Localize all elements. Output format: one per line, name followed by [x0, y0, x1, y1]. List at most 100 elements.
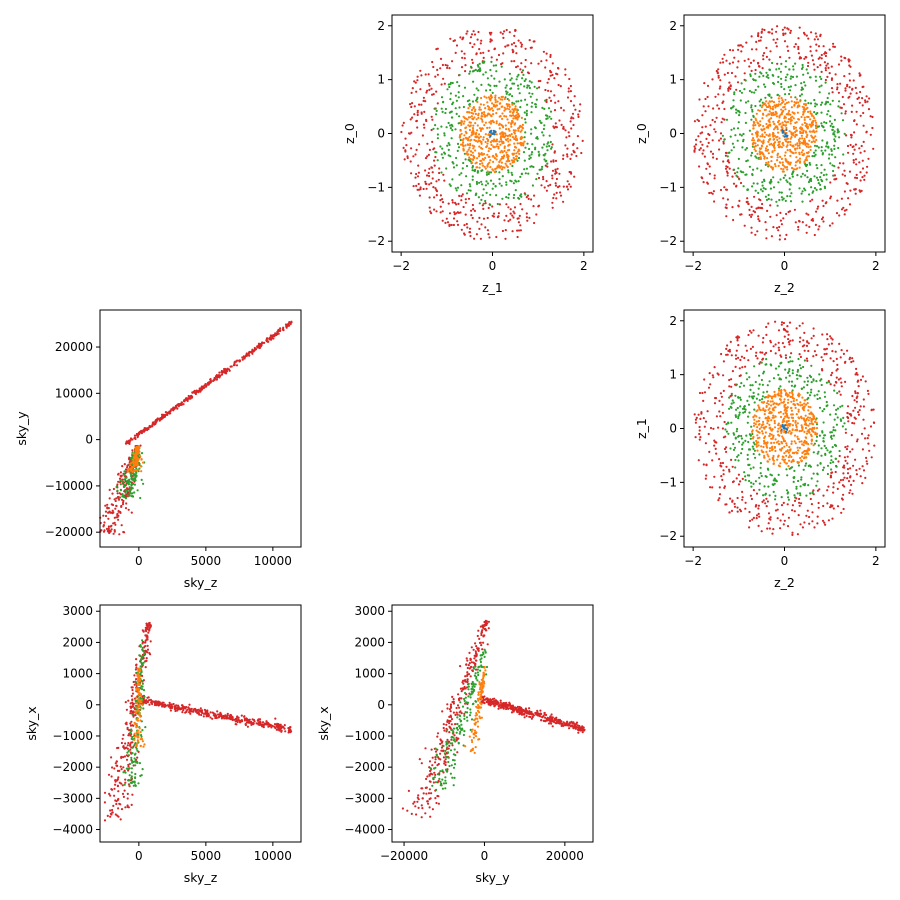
scatter-point — [849, 92, 852, 95]
scatter-point — [718, 458, 721, 461]
scatter-point — [839, 393, 842, 396]
scatter-point — [519, 130, 522, 133]
scatter-point — [858, 101, 861, 104]
scatter-point — [772, 490, 775, 493]
scatter-point — [820, 101, 824, 104]
scatter-point — [840, 112, 843, 115]
scatter-point — [505, 84, 508, 87]
scatter-point — [498, 171, 501, 174]
scatter-point — [776, 128, 779, 131]
scatter-point — [757, 61, 760, 64]
scatter-point — [719, 79, 722, 82]
scatter-point — [146, 428, 149, 432]
scatter-point — [785, 179, 788, 182]
scatter-point — [847, 151, 850, 154]
scatter-point — [768, 110, 771, 113]
scatter-point — [551, 174, 554, 177]
scatter-point — [839, 377, 842, 380]
scatter-point — [414, 153, 417, 156]
scatter-point — [781, 129, 784, 132]
scatter-point — [774, 395, 777, 398]
scatter-point — [863, 427, 866, 430]
scatter-point — [741, 366, 744, 369]
scatter-point — [816, 38, 820, 41]
scatter-point — [794, 168, 798, 171]
scatter-point — [832, 429, 835, 432]
scatter-point — [711, 459, 714, 462]
scatter-point — [409, 160, 412, 163]
scatter-point — [776, 508, 779, 511]
scatter-point — [777, 131, 780, 134]
scatter-point — [777, 411, 781, 414]
scatter-point — [489, 84, 492, 87]
scatter-point — [486, 126, 489, 129]
scatter-point — [755, 119, 758, 122]
scatter-point — [504, 162, 507, 165]
scatter-point — [428, 167, 431, 170]
scatter-point — [758, 362, 761, 365]
x-tick-label: −2 — [392, 259, 410, 273]
scatter-point — [476, 100, 479, 104]
scatter-point — [724, 154, 728, 157]
scatter-point — [468, 103, 471, 106]
scatter-point — [792, 480, 795, 483]
scatter-point — [765, 71, 768, 74]
scatter-point — [473, 209, 476, 212]
scatter-point — [777, 75, 780, 78]
scatter-point — [748, 395, 751, 398]
scatter-point — [790, 455, 793, 458]
scatter-point — [757, 524, 760, 528]
scatter-point — [520, 195, 523, 198]
scatter-point — [803, 121, 807, 124]
scatter-point — [774, 320, 777, 323]
scatter-point — [799, 456, 802, 460]
scatter-point — [697, 459, 700, 462]
scatter-point — [549, 55, 552, 59]
scatter-point — [852, 79, 855, 82]
scatter-point — [777, 97, 780, 100]
scatter-point — [544, 160, 547, 163]
scatter-point — [104, 514, 108, 518]
scatter-point — [769, 341, 773, 344]
scatter-point — [780, 108, 783, 111]
scatter-point — [784, 65, 787, 68]
scatter-point — [481, 127, 484, 130]
scatter-point — [522, 142, 525, 145]
scatter-point — [777, 394, 780, 397]
scatter-point — [756, 130, 759, 133]
scatter-point — [116, 483, 119, 486]
scatter-point — [771, 166, 774, 169]
scatter-point — [744, 408, 747, 411]
scatter-point — [836, 86, 839, 89]
scatter-point — [827, 66, 830, 69]
scatter-point — [474, 149, 477, 152]
scatter-point — [761, 190, 764, 193]
scatter-points — [693, 25, 875, 241]
scatter-point — [833, 384, 836, 387]
scatter-point — [856, 438, 859, 441]
scatter-point — [836, 199, 839, 202]
y-axis-label: z_1 — [634, 418, 649, 439]
scatter-point — [507, 220, 510, 223]
scatter-point — [795, 451, 798, 454]
scatter-point — [806, 106, 809, 109]
scatter-point — [774, 165, 777, 168]
scatter-point — [793, 451, 796, 454]
scatter-point — [785, 430, 788, 433]
scatter-point — [727, 349, 730, 352]
scatter-point — [856, 392, 859, 395]
scatter-point — [739, 405, 742, 408]
scatter-point — [508, 129, 511, 132]
scatter-point — [416, 111, 419, 114]
scatter-point — [536, 87, 539, 90]
scatter-point — [562, 154, 565, 157]
scatter-point — [433, 147, 436, 150]
scatter-point — [528, 39, 531, 42]
scatter-point — [753, 195, 756, 198]
scatter-point — [517, 156, 521, 160]
scatter-point — [767, 152, 770, 155]
scatter-point — [470, 214, 473, 217]
scatter-point — [731, 142, 735, 145]
scatter-point — [855, 123, 858, 126]
scatter-point — [736, 127, 740, 130]
